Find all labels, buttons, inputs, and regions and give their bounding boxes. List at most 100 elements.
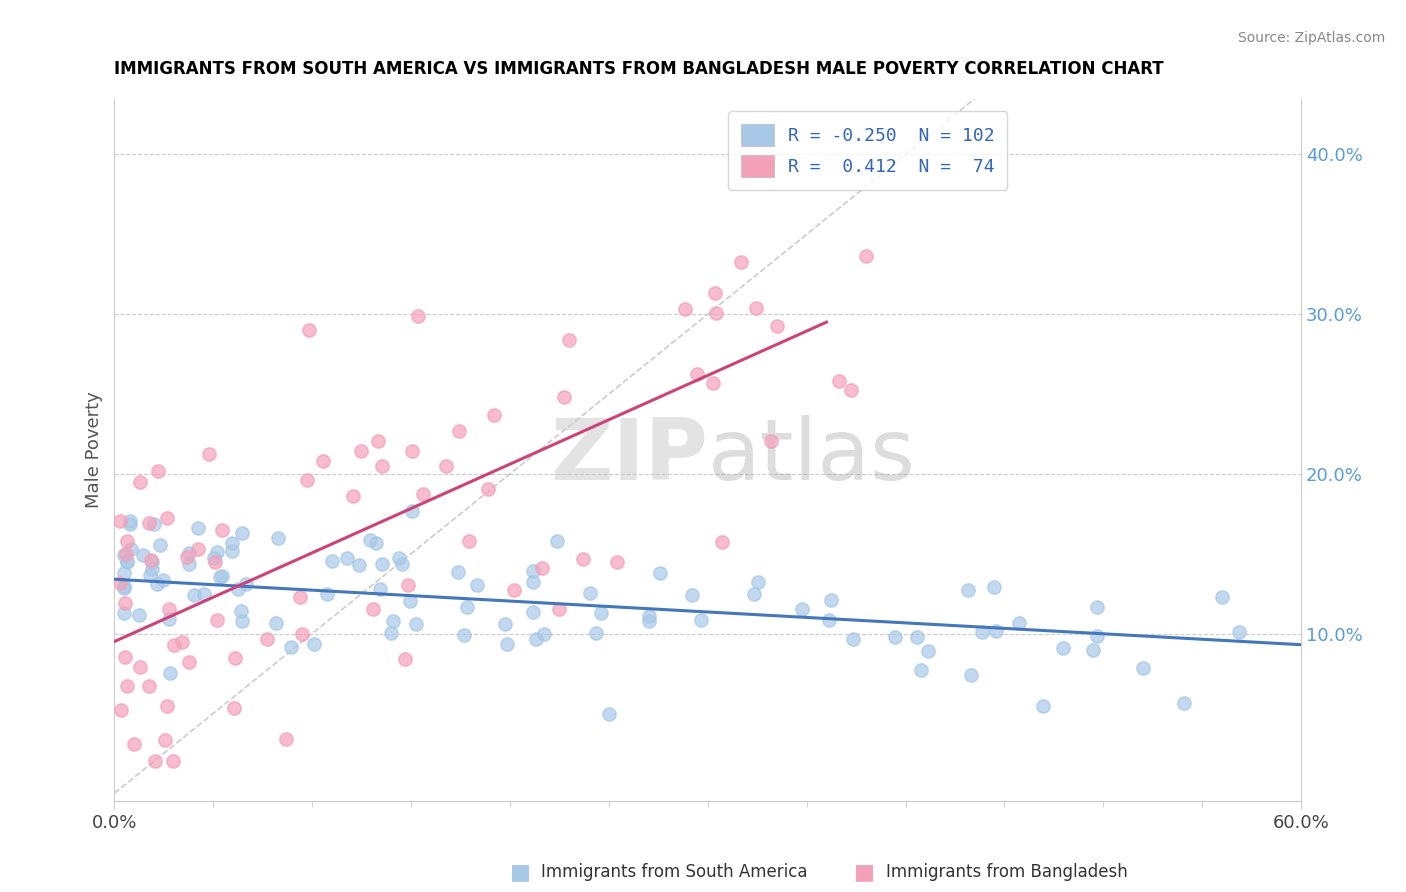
Point — [312, 453, 335, 467]
Point — [884, 631, 907, 645]
Point — [396, 577, 419, 591]
Point — [820, 593, 842, 607]
Point — [690, 613, 713, 627]
Point — [496, 637, 519, 651]
Point — [380, 626, 402, 640]
Point — [112, 607, 135, 621]
Point — [502, 583, 524, 598]
Point — [482, 409, 505, 423]
Point — [702, 376, 724, 391]
Point — [449, 424, 471, 438]
Point — [205, 613, 228, 627]
Point — [434, 459, 457, 474]
Point — [446, 565, 468, 579]
Point — [112, 566, 135, 580]
Point — [122, 737, 145, 751]
Point — [745, 301, 768, 316]
Point — [110, 514, 132, 528]
Point — [747, 575, 769, 590]
Point — [533, 627, 555, 641]
Point — [141, 562, 163, 576]
Point — [202, 551, 225, 566]
Text: ZIP: ZIP — [550, 416, 707, 499]
Point — [1052, 641, 1074, 656]
Point — [231, 525, 253, 540]
Point — [224, 651, 246, 665]
Text: ■: ■ — [510, 863, 530, 882]
Point — [170, 634, 193, 648]
Point — [367, 434, 389, 448]
Point — [115, 679, 138, 693]
Point — [638, 614, 661, 628]
Point — [321, 553, 343, 567]
Point — [146, 577, 169, 591]
Point — [197, 447, 219, 461]
Point — [297, 473, 319, 487]
Text: ■: ■ — [855, 863, 875, 882]
Point — [558, 333, 581, 347]
Point — [187, 521, 209, 535]
Point — [412, 487, 434, 501]
Point — [730, 255, 752, 269]
Point — [231, 614, 253, 628]
Point — [222, 701, 245, 715]
Point — [235, 577, 257, 591]
Point — [1173, 696, 1195, 710]
Point — [1085, 630, 1108, 644]
Point — [401, 504, 423, 518]
Point — [364, 536, 387, 550]
Point — [152, 574, 174, 588]
Point — [176, 549, 198, 564]
Point — [187, 541, 209, 556]
Text: Source: ZipAtlas.com: Source: ZipAtlas.com — [1237, 31, 1385, 45]
Point — [547, 602, 569, 616]
Point — [766, 319, 789, 334]
Y-axis label: Male Poverty: Male Poverty — [86, 392, 103, 508]
Point — [112, 548, 135, 562]
Point — [522, 605, 544, 619]
Point — [1211, 590, 1233, 604]
Point — [792, 602, 814, 616]
Point — [477, 482, 499, 496]
Point — [302, 637, 325, 651]
Point — [274, 731, 297, 746]
Point — [336, 550, 359, 565]
Point — [839, 383, 862, 397]
Text: Immigrants from South America: Immigrants from South America — [541, 863, 808, 881]
Point — [280, 640, 302, 654]
Point — [650, 566, 672, 581]
Point — [685, 367, 707, 381]
Point — [585, 626, 607, 640]
Point — [290, 627, 312, 641]
Point — [842, 632, 865, 647]
Point — [406, 309, 429, 323]
Point — [149, 538, 172, 552]
Point — [221, 536, 243, 550]
Point — [157, 612, 180, 626]
Point — [970, 625, 993, 640]
Point — [1032, 698, 1054, 713]
Point — [458, 533, 481, 548]
Point — [179, 546, 201, 560]
Point — [211, 523, 233, 537]
Point — [120, 514, 142, 528]
Point — [401, 444, 423, 458]
Point — [139, 553, 162, 567]
Point — [606, 556, 628, 570]
Point — [638, 608, 661, 623]
Point — [531, 561, 554, 575]
Text: IMMIGRANTS FROM SOUTH AMERICA VS IMMIGRANTS FROM BANGLADESH MALE POVERTY CORRELA: IMMIGRANTS FROM SOUTH AMERICA VS IMMIGRA… — [114, 60, 1164, 78]
Legend: R = -0.250  N = 102, R =  0.412  N =  74: R = -0.250 N = 102, R = 0.412 N = 74 — [728, 112, 1007, 189]
Point — [132, 549, 155, 563]
Point — [704, 285, 727, 300]
Point — [155, 733, 177, 747]
Point — [112, 579, 135, 593]
Point — [494, 617, 516, 632]
Point — [118, 516, 141, 531]
Point — [818, 613, 841, 627]
Point — [391, 558, 413, 572]
Point — [316, 587, 339, 601]
Point — [1132, 661, 1154, 675]
Point — [589, 606, 612, 620]
Point — [114, 650, 136, 665]
